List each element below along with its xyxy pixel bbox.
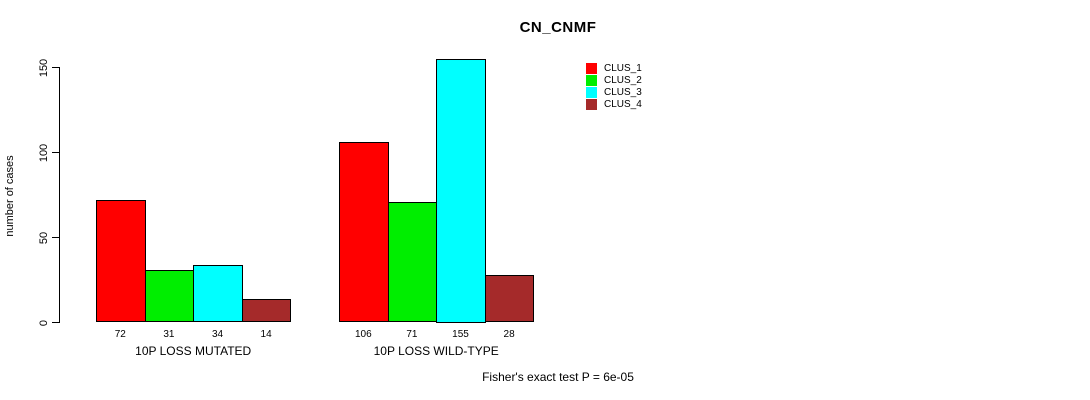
y-tick-mark	[52, 237, 59, 238]
legend-swatch-icon	[586, 74, 597, 86]
legend-label: CLUS_2	[604, 74, 642, 86]
bar-value-label: 14	[260, 329, 272, 340]
legend-swatch-icon	[586, 62, 597, 74]
footnote: Fisher's exact test P = 6e-05	[482, 370, 634, 384]
legend-label: CLUS_4	[604, 98, 642, 110]
bar-clus_4-2	[484, 274, 535, 323]
legend-swatch-icon	[586, 86, 597, 98]
bar-clus_2-2	[387, 201, 438, 323]
bar-value-label: 72	[114, 329, 126, 340]
bar-clus_4-1	[241, 298, 292, 323]
legend: CLUS_1 CLUS_2 CLUS_3 CLUS_4	[586, 62, 642, 110]
bar-clus_1-2	[339, 142, 389, 323]
y-tick-mark	[52, 322, 59, 323]
x-group-label: 10P LOSS MUTATED	[135, 344, 252, 358]
bar-value-label: 31	[163, 329, 175, 340]
y-tick-mark	[52, 152, 59, 153]
bar-clus_2-1	[144, 269, 195, 323]
x-group-label: 10P LOSS WILD-TYPE	[373, 344, 499, 358]
y-tick-mark	[52, 67, 59, 68]
bar-value-label: 34	[211, 329, 224, 340]
y-tick-label: 100	[38, 143, 50, 162]
bar-value-label: 155	[452, 329, 469, 340]
chart-title: CN_CNMF	[519, 19, 597, 36]
bar-clus_3-2	[436, 59, 486, 323]
y-axis-title-text: number of cases	[4, 155, 16, 237]
legend-swatch-icon	[586, 98, 597, 110]
legend-label: CLUS_1	[604, 62, 642, 74]
bar-clus_3-1	[193, 264, 243, 323]
bar-value-label: 106	[354, 329, 372, 340]
bar-clus_1-1	[96, 200, 146, 323]
legend-label: CLUS_3	[604, 86, 642, 98]
legend-item-clus_3: CLUS_3	[586, 86, 642, 98]
legend-item-clus_1: CLUS_1	[586, 62, 642, 74]
bar-value-label: 28	[503, 329, 515, 340]
y-tick-label: 0	[38, 319, 50, 326]
legend-item-clus_4: CLUS_4	[586, 98, 642, 110]
y-axis-line	[59, 67, 60, 323]
y-tick-label: 150	[38, 58, 50, 77]
legend-item-clus_2: CLUS_2	[586, 74, 642, 86]
bar-value-label: 71	[406, 329, 418, 340]
y-tick-label: 50	[38, 231, 50, 244]
